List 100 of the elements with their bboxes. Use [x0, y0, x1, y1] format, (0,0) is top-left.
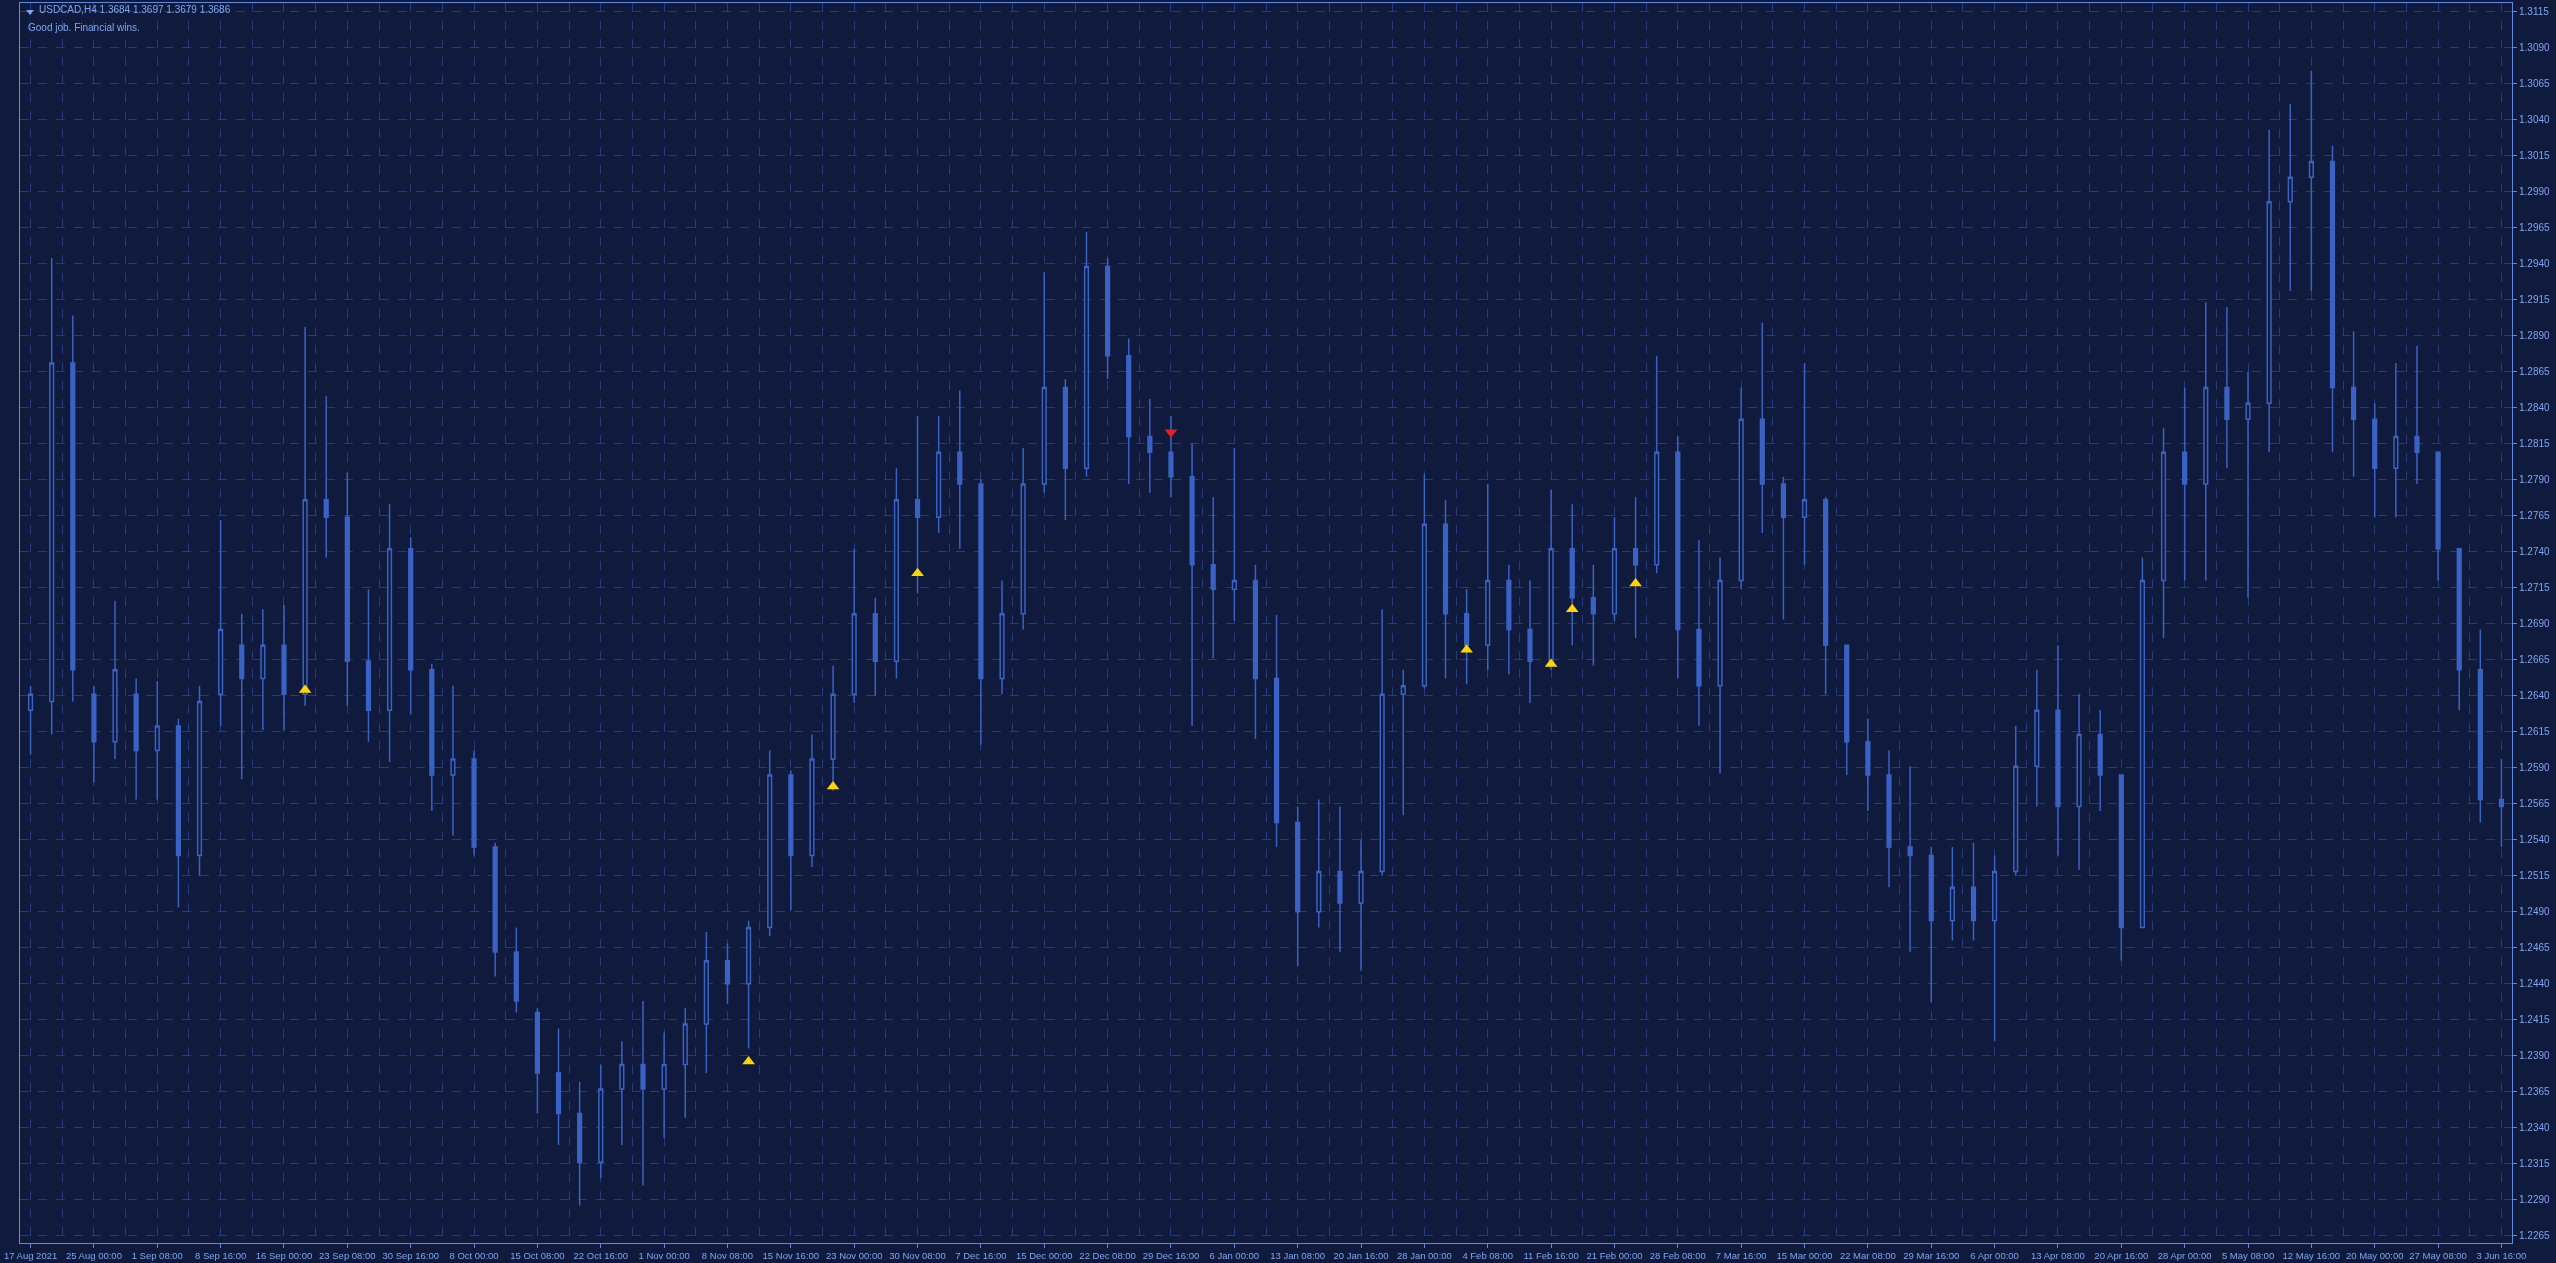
point: [1629, 577, 1642, 587]
candlestick: [1527, 579, 1533, 704]
candlestick: [49, 257, 55, 736]
point: [826, 780, 840, 790]
candlestick: [1105, 257, 1111, 380]
y-tick-label: 1.2290: [2519, 1194, 2551, 1206]
y-tick-label: 1.2340: [2519, 1122, 2551, 1134]
x-tick-label: 1 Nov 00:00: [638, 1250, 690, 1262]
candlestick: [154, 680, 160, 801]
candlestick: [661, 1031, 667, 1139]
candlestick: [2055, 644, 2061, 857]
candlestick: [1231, 447, 1237, 622]
candlestick: [429, 663, 435, 812]
y-tick-label: 1.2940: [2519, 258, 2551, 270]
candlestick: [2266, 128, 2272, 454]
y-tick-label: 1.2490: [2519, 906, 2551, 918]
x-tick-label: 8 Sep 16:00: [195, 1250, 247, 1262]
x-tick-label: 30 Sep 16:00: [382, 1250, 439, 1262]
candlestick: [471, 749, 477, 857]
candlestick: [555, 1027, 562, 1146]
y-tick-label: 1.2415: [2519, 1014, 2551, 1026]
candlestick: [1126, 337, 1132, 485]
candlestick: [1801, 362, 1808, 566]
candlestick: [386, 503, 393, 763]
candlestick: [281, 604, 287, 732]
candlestick: [1738, 386, 1744, 590]
candlestick: [1823, 496, 1829, 696]
x-tick-label: 28 Jan 00:00: [1396, 1250, 1452, 1262]
x-tick-label: 15 Dec 00:00: [1015, 1250, 1073, 1262]
candlestick: [1865, 718, 1871, 812]
candlestick: [1062, 378, 1068, 521]
candlestick: [999, 579, 1005, 696]
candlestick: [260, 608, 266, 732]
y-tick-label: 1.2915: [2519, 294, 2551, 306]
y-tick-label: 1.2265: [2519, 1230, 2551, 1242]
y-tick-label: 1.2790: [2519, 474, 2551, 486]
candlestick: [1400, 669, 1406, 817]
y-tick-label: 1.2765: [2519, 510, 2551, 522]
candlestick: [640, 1000, 646, 1187]
candlestick: [2034, 669, 2040, 808]
candlestick: [1252, 563, 1259, 740]
x-tick-label: 17 Aug 2021: [3, 1250, 58, 1262]
y-tick-label: 1.2515: [2519, 870, 2551, 882]
candlestick: [767, 749, 773, 937]
candlestick: [1020, 447, 1026, 631]
x-tick-label: 27 May 08:00: [2409, 1250, 2467, 1262]
candlestick: [1675, 435, 1681, 680]
candlestick: [1421, 473, 1427, 690]
x-tick-label: 28 Apr 00:00: [2157, 1250, 2212, 1262]
y-tick-label: 1.2640: [2519, 690, 2551, 702]
y-tick-label: 1.2865: [2519, 366, 2551, 378]
candlestick: [1295, 805, 1301, 968]
y-tick-label: 1.2715: [2519, 582, 2551, 594]
y-tick-label: 1.2390: [2519, 1050, 2551, 1062]
y-tick-label: 1.2690: [2519, 618, 2551, 630]
candlestick: [1907, 765, 1913, 953]
candlestick: [2393, 362, 2399, 518]
candlestick: [218, 519, 224, 727]
x-tick-label: 4 Feb 08:00: [1462, 1250, 1514, 1262]
candlestick: [1210, 496, 1216, 660]
candlestick: [70, 314, 76, 703]
candlestick: [2372, 402, 2378, 518]
x-tick-label: 7 Dec 16:00: [955, 1250, 1007, 1262]
candlestick: [703, 931, 709, 1074]
x-tick-label: 3 Jun 16:00: [2476, 1250, 2527, 1262]
y-tick-label: 1.3040: [2519, 114, 2551, 126]
candlestick: [2477, 628, 2483, 824]
candlestick: [1970, 841, 1977, 942]
x-tick-label: 20 Jan 16:00: [1333, 1250, 1389, 1262]
candlestick: [91, 684, 97, 783]
candlestick: [1041, 271, 1047, 494]
y-tick-label: 1.2615: [2519, 726, 2551, 738]
x-tick-label: 7 Mar 16:00: [1715, 1250, 1767, 1262]
y-tick-label: 1.2365: [2519, 1086, 2551, 1098]
candlestick: [1083, 231, 1090, 478]
candlestick: [2329, 144, 2336, 454]
x-tick-label: 23 Sep 08:00: [319, 1250, 376, 1262]
x-tick-label: 8 Oct 00:00: [449, 1250, 499, 1262]
x-tick-label: 13 Jan 08:00: [1270, 1250, 1326, 1262]
x-tick-label: 28 Feb 08:00: [1649, 1250, 1706, 1262]
y-tick-label: 1.2315: [2519, 1158, 2551, 1170]
candlestick: [1611, 516, 1618, 622]
candlestick: [133, 677, 139, 801]
candlestick: [1717, 556, 1723, 775]
x-tick-label: 20 Apr 16:00: [2094, 1250, 2149, 1262]
y-tick-label: 1.2540: [2519, 834, 2551, 846]
candlestick: [2498, 758, 2505, 848]
candlestick: [2160, 427, 2167, 639]
x-tick-label: 21 Feb 00:00: [1586, 1250, 1643, 1262]
x-tick-label: 16 Sep 00:00: [255, 1250, 313, 1262]
candlestick: [1654, 355, 1660, 575]
y-tick-label: 1.3090: [2519, 42, 2551, 54]
candlestick: [1337, 805, 1343, 953]
candlestick: [724, 942, 731, 1005]
y-tick-label: 1.2965: [2519, 222, 2551, 234]
candlestick: [239, 612, 245, 781]
candlestick: [577, 1080, 583, 1207]
candlestick: [1928, 846, 1934, 1004]
y-tick-label: 1.2440: [2519, 978, 2551, 990]
candlestick: [1506, 563, 1512, 675]
